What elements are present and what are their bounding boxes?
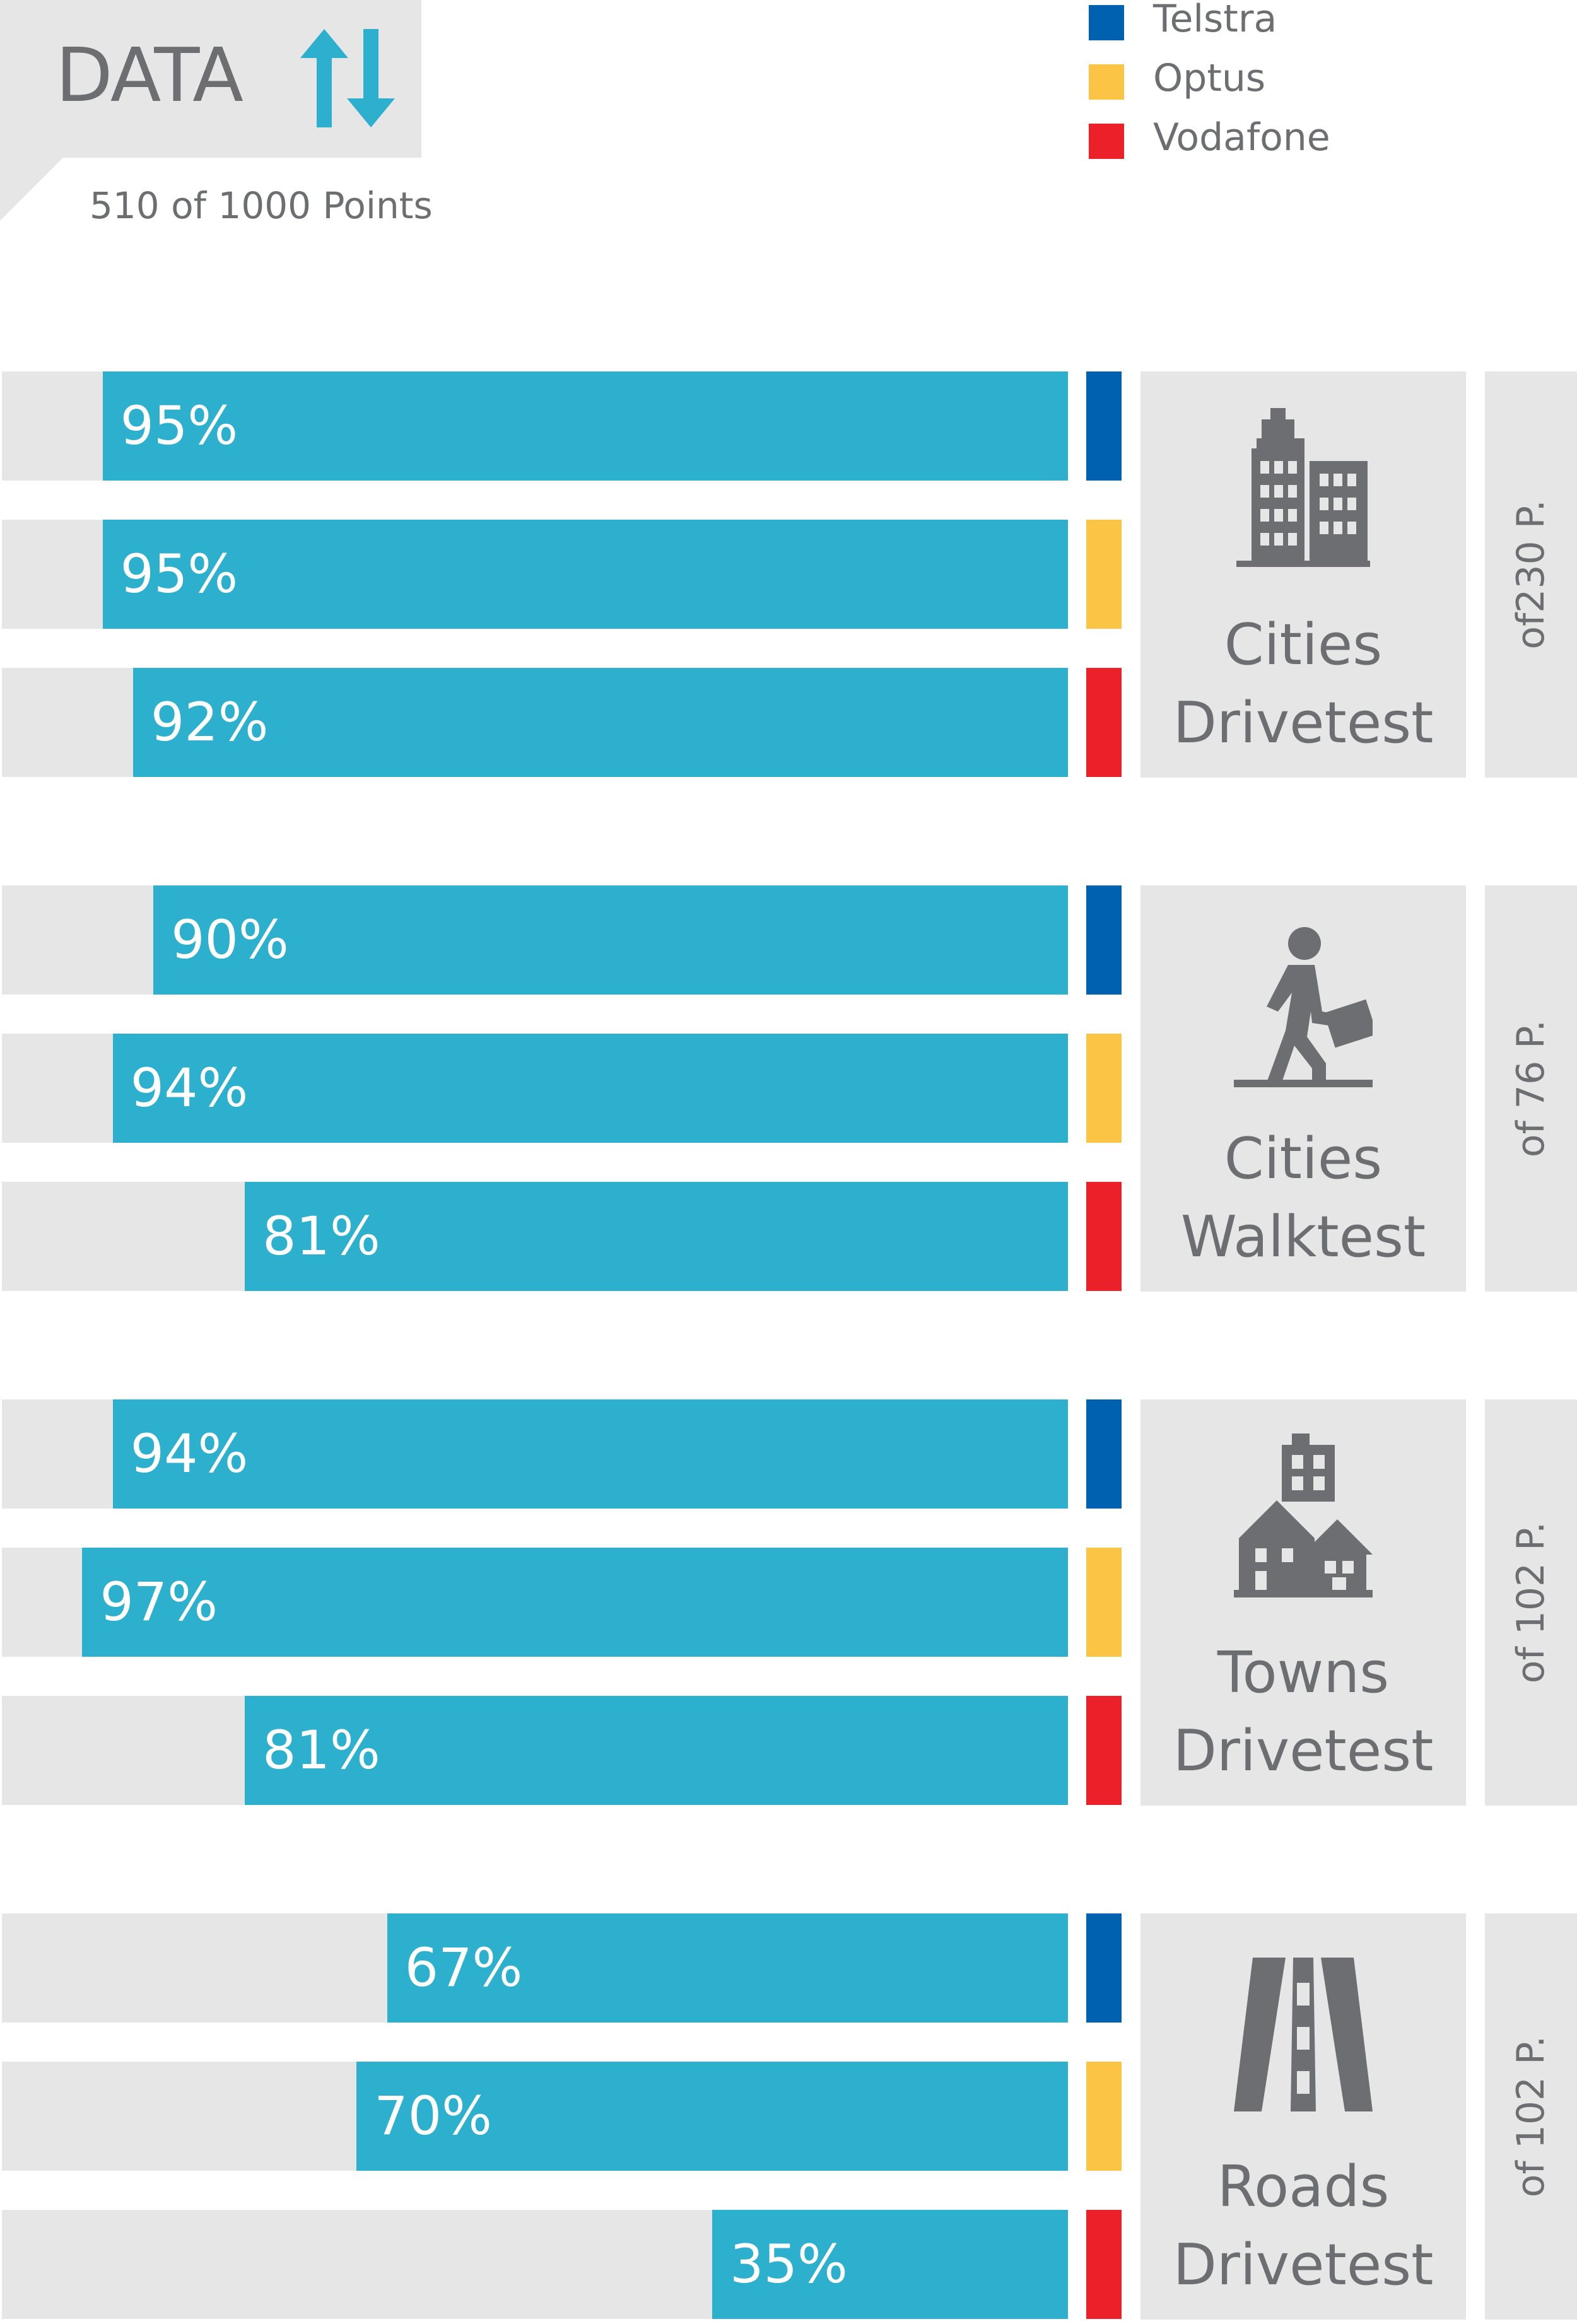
bar-vodafone	[712, 2210, 1068, 2319]
operator-swatch-telstra	[1086, 371, 1122, 481]
bar-value-label: 97%	[100, 1571, 218, 1633]
points-label: of 102 P.	[1509, 2035, 1553, 2198]
bar-vodafone	[132, 668, 1068, 777]
operator-swatch-vodafone	[1086, 1696, 1122, 1805]
legend-swatch	[1089, 5, 1124, 40]
group-cities-drivetest: 95% 95% 92% Cities Drivetest of230 P.	[0, 371, 1577, 778]
bar-vodafone	[245, 1182, 1068, 1291]
header-notch	[0, 158, 63, 221]
category-label: Cities	[1224, 1126, 1383, 1192]
bar-value-label: 35%	[730, 2233, 848, 2295]
bar-vodafone	[245, 1696, 1068, 1805]
town-houses-icon	[1234, 1434, 1373, 1597]
bar-optus	[112, 1034, 1068, 1143]
road-icon	[1234, 1958, 1373, 2111]
operator-swatch-telstra	[1086, 1913, 1122, 2023]
total-points: 510 of 1000 Points	[90, 184, 433, 227]
points-label: of 102 P.	[1509, 1521, 1553, 1684]
bar-optus	[102, 520, 1068, 629]
legend-swatch	[1089, 124, 1124, 159]
category-label: Drivetest	[1173, 690, 1434, 756]
category-label: Drivetest	[1173, 1718, 1434, 1784]
category-panel: Cities Drivetest	[1140, 371, 1466, 778]
legend-label: Vodafone	[1153, 115, 1330, 160]
points-panel: of 102 P.	[1485, 1913, 1577, 2320]
operator-swatch-optus	[1086, 1034, 1122, 1143]
category-label: Drivetest	[1173, 2232, 1434, 2298]
category-panel: Towns Drivetest	[1140, 1399, 1466, 1806]
legend-swatch	[1089, 64, 1124, 100]
bar-telstra	[112, 1399, 1068, 1509]
group-cities-walktest: 90% 94% 81% Cities Walktest of 76 P.	[0, 885, 1577, 1292]
operator-swatch-telstra	[1086, 885, 1122, 995]
operator-swatch-telstra	[1086, 1399, 1122, 1509]
bar-telstra	[102, 371, 1068, 481]
points-label: of 76 P.	[1509, 1019, 1553, 1158]
bar-telstra	[153, 885, 1068, 995]
group-towns-drivetest: 94% 97% 81% Towns Drivetest of 102 P.	[0, 1399, 1577, 1806]
bar-value-label: 67%	[404, 1937, 523, 1999]
group-roads-drivetest: 67% 70% 35% Roads Drivetest of 102 P.	[0, 1913, 1577, 2320]
bar-value-label: 92%	[150, 691, 269, 753]
bar-telstra	[387, 1913, 1068, 2023]
category-label: Walktest	[1180, 1204, 1426, 1270]
operator-swatch-vodafone	[1086, 2210, 1122, 2319]
operator-swatch-optus	[1086, 2062, 1122, 2171]
bar-value-label: 81%	[262, 1205, 380, 1267]
operator-swatch-vodafone	[1086, 1182, 1122, 1291]
legend-label: Telstra	[1153, 0, 1277, 41]
header-box: DATA	[0, 0, 421, 158]
bar-optus	[82, 1548, 1068, 1657]
bar-value-label: 70%	[374, 2085, 492, 2147]
points-label: of230 P.	[1509, 499, 1553, 650]
category-panel: Roads Drivetest	[1140, 1913, 1466, 2320]
bar-value-label: 95%	[120, 395, 238, 457]
category-label: Towns	[1217, 1640, 1390, 1706]
bar-value-label: 90%	[171, 909, 289, 971]
bar-value-label: 81%	[262, 1719, 380, 1781]
bar-value-label: 94%	[130, 1057, 249, 1119]
bar-value-label: 95%	[120, 543, 238, 605]
category-label: Roads	[1217, 2154, 1390, 2220]
category-panel: Cities Walktest	[1140, 885, 1466, 1292]
page-title: DATA	[56, 32, 243, 119]
points-panel: of 76 P.	[1485, 885, 1577, 1292]
category-label: Cities	[1224, 612, 1383, 678]
points-panel: of 102 P.	[1485, 1399, 1577, 1806]
legend-label: Optus	[1153, 56, 1266, 100]
points-panel: of230 P.	[1485, 371, 1577, 778]
operator-swatch-optus	[1086, 1548, 1122, 1657]
bar-optus	[356, 2062, 1068, 2171]
operator-swatch-vodafone	[1086, 668, 1122, 777]
up-down-arrows-icon	[300, 29, 395, 127]
operator-swatch-optus	[1086, 520, 1122, 629]
bar-value-label: 94%	[130, 1423, 249, 1485]
city-buildings-icon	[1236, 408, 1370, 567]
walking-person-icon	[1234, 927, 1373, 1087]
